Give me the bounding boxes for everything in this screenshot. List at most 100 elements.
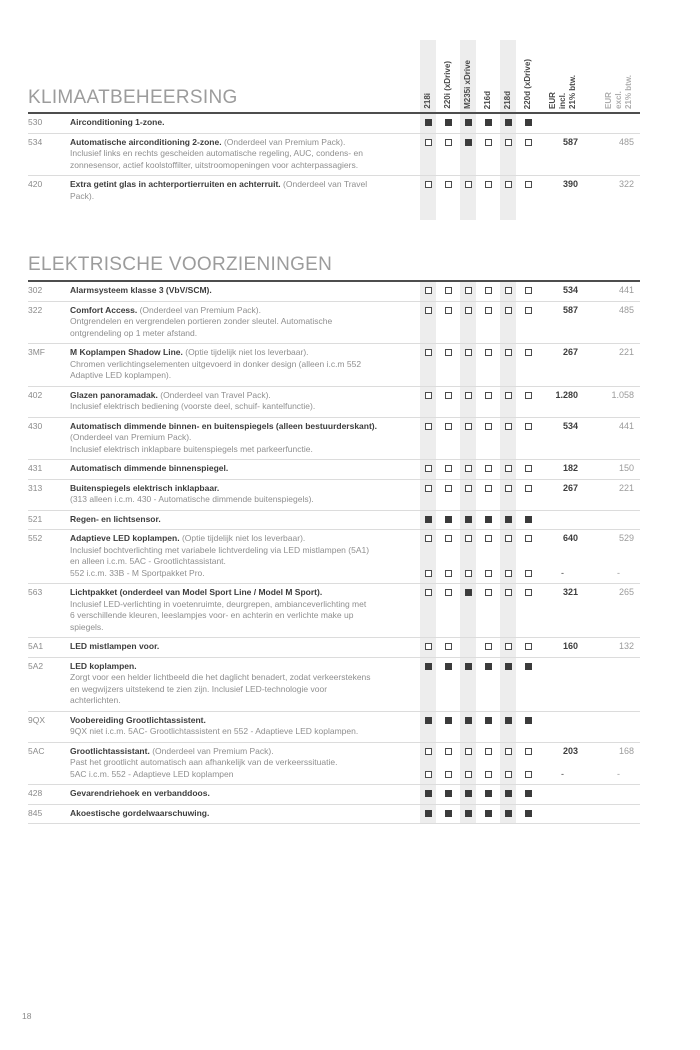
filled-square-icon [524, 716, 532, 724]
open-square-icon [484, 643, 492, 651]
option-code: 563 [28, 587, 43, 597]
filled-square-icon [484, 515, 492, 523]
filled-square-icon [444, 809, 452, 817]
open-square-icon [464, 770, 472, 778]
availability-optional-cell [438, 770, 458, 778]
open-square-icon [504, 770, 512, 778]
open-square-icon [504, 181, 512, 189]
option-description-line: (313 alleen i.c.m. 430 - Automatische di… [70, 494, 314, 504]
filled-square-icon [424, 790, 432, 798]
availability-optional-cell [498, 391, 518, 399]
option-text: Alarmsysteem klasse 3 (VbV/SCM). [70, 285, 418, 297]
open-square-icon [464, 391, 472, 399]
open-square-icon [424, 306, 432, 314]
price-incl-vat: 587 [562, 136, 578, 147]
availability-optional-cell [478, 643, 498, 651]
availability-standard-cell [438, 790, 458, 798]
availability-line [418, 715, 640, 727]
filled-square-icon [464, 790, 472, 798]
option-rows: 302 Alarmsysteem klasse 3 (VbV/SCM). 534 44… [28, 282, 640, 824]
option-text: Voobereiding Grootlichtassistent. 9QX nie… [70, 715, 418, 738]
option-title: Adaptieve LED koplampen. [70, 533, 180, 543]
option-title: LED koplampen. [70, 660, 137, 671]
availability-standard-cell [478, 515, 498, 523]
availability-standard-cell [418, 515, 438, 523]
filled-square-icon [504, 790, 512, 798]
availability-optional-cell [438, 138, 458, 146]
filled-square-icon [524, 119, 532, 127]
availability-line: 267 221 [418, 347, 640, 359]
filled-square-icon [484, 716, 492, 724]
availability-optional-cell [418, 569, 438, 577]
open-square-icon [444, 349, 452, 357]
option-description-line: Chromen verlichtingselementen uitgevoerd… [70, 358, 362, 369]
open-square-icon [504, 589, 512, 597]
open-square-icon [524, 484, 532, 492]
open-square-icon [484, 181, 492, 189]
open-square-icon [504, 569, 512, 577]
open-square-icon [484, 306, 492, 314]
column-header-price-excl: EUR excl. 21% btw. [578, 75, 640, 112]
open-square-icon [424, 422, 432, 430]
filled-square-icon [504, 716, 512, 724]
filled-square-icon [504, 119, 512, 127]
option-title: Automatische airconditioning 2-zone. [70, 136, 222, 147]
price-incl-vat: 321 [562, 587, 578, 597]
option-title-line: Adaptieve LED koplampen. (Optie tijdelij… [70, 533, 418, 545]
availability-optional-cell [418, 287, 438, 295]
availability-optional-cell [418, 349, 438, 357]
availability-optional-cell [458, 770, 478, 778]
open-square-icon [444, 643, 452, 651]
option-title: Extra getint glas in achterportierruiten… [70, 179, 281, 189]
availability-and-prices: 267 221 [418, 483, 640, 506]
availability-optional-cell [478, 484, 498, 492]
availability-markers [418, 391, 538, 399]
availability-optional-cell [458, 535, 478, 543]
availability-markers [418, 181, 538, 189]
open-square-icon [424, 391, 432, 399]
column-header-model: 216d [478, 91, 498, 112]
option-description-line: 552 i.c.m. 33B - M Sportpakket Pro. [70, 567, 205, 578]
price-excl-vat: 1.058 [611, 389, 634, 400]
availability-optional-cell [498, 138, 518, 146]
availability-optional-cell [438, 569, 458, 577]
option-row: 5A1 LED mistlampen voor. 160 132 [28, 637, 640, 657]
open-square-icon [464, 349, 472, 357]
availability-standard-cell [458, 119, 478, 127]
filled-square-icon [524, 662, 532, 670]
availability-and-prices: 1.280 1.058 [418, 390, 640, 413]
availability-standard-cell [458, 662, 478, 670]
availability-optional-cell [518, 181, 538, 189]
option-code: 3MF [28, 347, 45, 357]
price-incl-vat: 1.280 [555, 389, 578, 400]
option-note: (Optie tijdelijk niet los leverbaar). [179, 533, 306, 543]
availability-optional-cell [418, 589, 438, 597]
availability-empty-cell [458, 643, 478, 650]
availability-line: 267 221 [418, 483, 640, 495]
availability-markers [418, 422, 538, 430]
open-square-icon [504, 643, 512, 651]
availability-markers [418, 770, 538, 778]
option-description-line: Past het grootlicht automatisch aan afha… [70, 757, 338, 767]
open-square-icon [444, 391, 452, 399]
option-text: Adaptieve LED koplampen. (Optie tijdelij… [70, 533, 418, 579]
availability-standard-cell [478, 662, 498, 670]
availability-optional-cell [518, 287, 538, 295]
open-square-icon [524, 422, 532, 430]
availability-and-prices: 534 441 [418, 421, 640, 456]
option-code: 534 [28, 136, 43, 147]
availability-optional-cell [418, 643, 438, 651]
availability-and-prices: 160 132 [418, 641, 640, 653]
option-row: 428 Gevarendriehoek en verbanddoos. [28, 784, 640, 804]
option-title: Regen- en lichtsensor. [70, 513, 161, 524]
availability-optional-cell [478, 138, 498, 146]
open-square-icon [524, 306, 532, 314]
availability-standard-cell [518, 119, 538, 127]
open-square-icon [464, 422, 472, 430]
model-label: 220i (xDrive) [443, 61, 452, 109]
availability-optional-cell [438, 589, 458, 597]
price-incl-vat: - [561, 567, 564, 578]
open-square-icon [504, 465, 512, 473]
section-title: KLIMAATBEHEERSING [28, 87, 238, 108]
open-square-icon [464, 747, 472, 755]
